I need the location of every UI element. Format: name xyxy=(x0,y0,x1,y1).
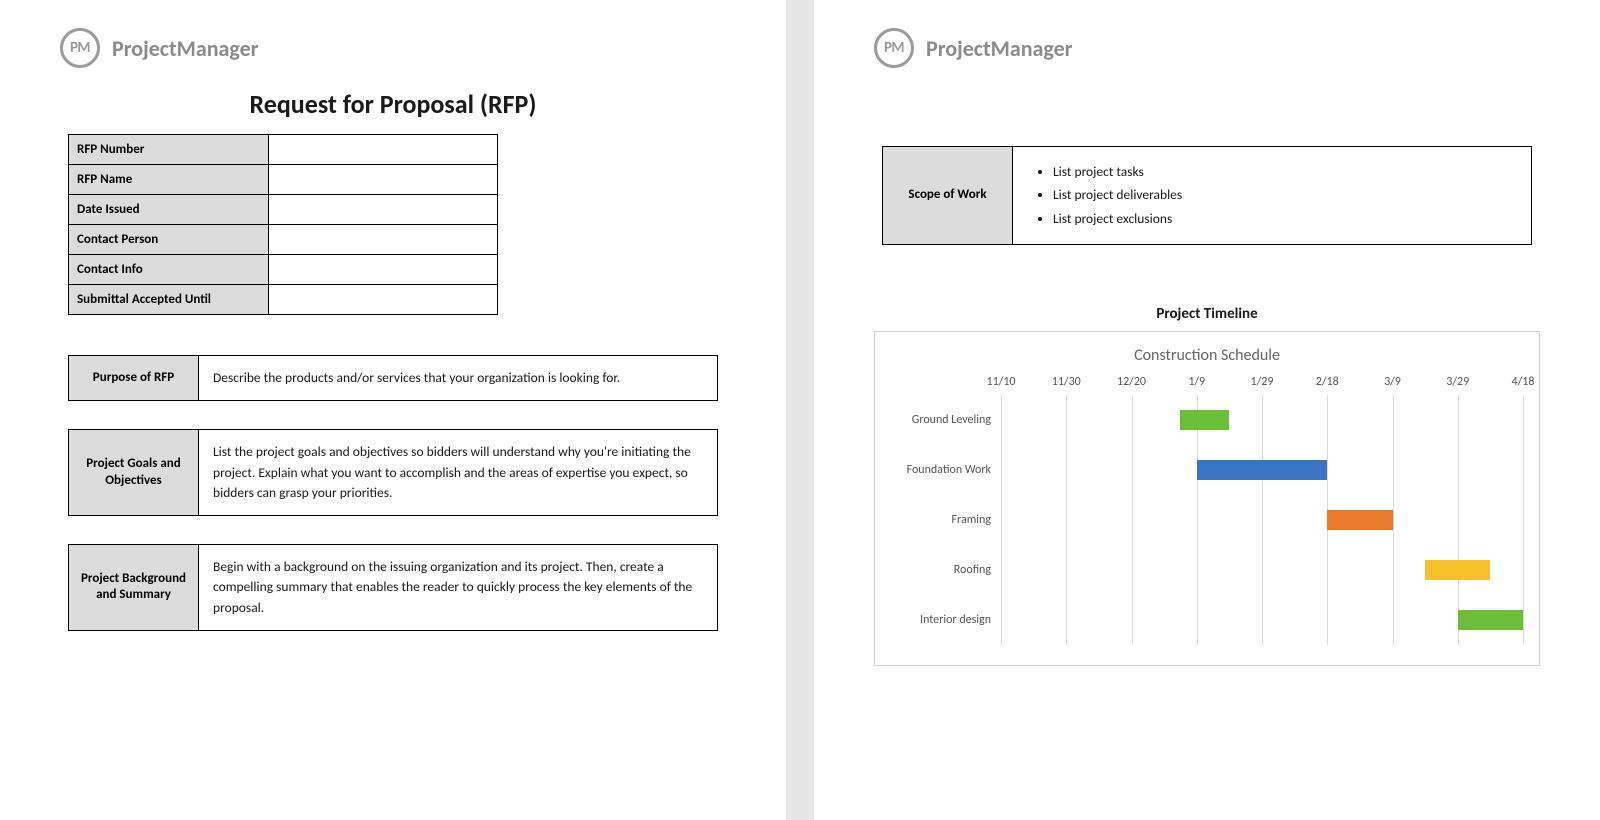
gantt-row-label: Roofing xyxy=(891,563,1001,577)
gantt-row-label: Ground Leveling xyxy=(891,413,1001,427)
gantt-bar xyxy=(1425,560,1490,580)
form-row: Submittal Accepted Until xyxy=(69,285,498,315)
scope-label: Scope of Work xyxy=(883,147,1013,244)
form-row: RFP Name xyxy=(69,165,498,195)
form-row-value[interactable] xyxy=(269,285,498,315)
scope-of-work-block: Scope of Work List project tasksList pro… xyxy=(882,146,1532,245)
form-row-label: RFP Number xyxy=(69,135,269,165)
gridline xyxy=(1523,395,1524,645)
scope-item: List project exclusions xyxy=(1053,209,1517,229)
gantt-row: Foundation Work xyxy=(891,445,1523,495)
rfp-form-table: RFP NumberRFP NameDate IssuedContact Per… xyxy=(68,134,498,315)
x-tick: 3/29 xyxy=(1446,375,1469,389)
page-1: PM ProjectManager Request for Proposal (… xyxy=(0,0,786,820)
brand-logo-icon: PM xyxy=(874,28,914,68)
gantt-chart-title: Construction Schedule xyxy=(891,346,1523,365)
form-row: Contact Info xyxy=(69,255,498,285)
description-body: Describe the products and/or services th… xyxy=(199,356,717,400)
brand-logo-icon: PM xyxy=(60,28,100,68)
gantt-bar xyxy=(1458,610,1523,630)
brand-name: ProjectManager xyxy=(926,35,1072,62)
scope-body: List project tasks List project deliverab… xyxy=(1013,147,1531,244)
x-tick: 11/10 xyxy=(987,375,1016,389)
x-tick: 4/18 xyxy=(1512,375,1535,389)
description-block: Purpose of RFPDescribe the products and/… xyxy=(68,355,718,401)
form-row-label: Date Issued xyxy=(69,195,269,225)
gantt-area: 11/1011/3012/201/91/292/183/93/294/18 Gr… xyxy=(891,373,1523,645)
gantt-row-plot xyxy=(1001,395,1523,445)
gantt-row-plot xyxy=(1001,495,1523,545)
scope-item: List project tasks xyxy=(1053,162,1517,182)
gantt-row-label: Foundation Work xyxy=(891,463,1001,477)
form-row-label: Contact Info xyxy=(69,255,269,285)
description-label: Project Background and Summary xyxy=(69,545,199,630)
form-row-label: Contact Person xyxy=(69,225,269,255)
gantt-x-axis: 11/1011/3012/201/91/292/183/93/294/18 xyxy=(1001,373,1523,395)
page-2: PM ProjectManager Scope of Work List pro… xyxy=(814,0,1600,820)
gantt-row-plot xyxy=(1001,445,1523,495)
brand-name: ProjectManager xyxy=(112,35,258,62)
description-block: Project Goals and ObjectivesList the pro… xyxy=(68,429,718,516)
form-row-value[interactable] xyxy=(269,195,498,225)
gantt-bar xyxy=(1180,410,1229,430)
gantt-row: Framing xyxy=(891,495,1523,545)
description-body: List the project goals and objectives so… xyxy=(199,430,717,515)
form-row: Date Issued xyxy=(69,195,498,225)
x-tick: 11/30 xyxy=(1052,375,1081,389)
timeline-section: Project Timeline Construction Schedule 1… xyxy=(874,305,1540,666)
page-title: Request for Proposal (RFP) xyxy=(60,88,726,120)
description-block: Project Background and SummaryBegin with… xyxy=(68,544,718,631)
scope-item: List project deliverables xyxy=(1053,185,1517,205)
x-tick: 3/9 xyxy=(1384,375,1401,389)
x-tick: 1/9 xyxy=(1188,375,1205,389)
form-row-value[interactable] xyxy=(269,165,498,195)
gantt-row: Ground Leveling xyxy=(891,395,1523,445)
x-tick: 1/29 xyxy=(1251,375,1274,389)
gantt-bar xyxy=(1197,460,1328,480)
gantt-row: Interior design xyxy=(891,595,1523,645)
description-body: Begin with a background on the issuing o… xyxy=(199,545,717,630)
gantt-row-label: Interior design xyxy=(891,613,1001,627)
gantt-row-label: Framing xyxy=(891,513,1001,527)
form-row-value[interactable] xyxy=(269,135,498,165)
gantt-row-plot xyxy=(1001,595,1523,645)
timeline-section-title: Project Timeline xyxy=(874,305,1540,323)
brand-header: PM ProjectManager xyxy=(60,28,726,68)
gantt-row-plot xyxy=(1001,545,1523,595)
form-row: RFP Number xyxy=(69,135,498,165)
brand-header: PM ProjectManager xyxy=(874,28,1540,68)
description-label: Project Goals and Objectives xyxy=(69,430,199,515)
form-row-label: Submittal Accepted Until xyxy=(69,285,269,315)
description-label: Purpose of RFP xyxy=(69,356,199,400)
form-row-value[interactable] xyxy=(269,225,498,255)
form-row-label: RFP Name xyxy=(69,165,269,195)
x-tick: 12/20 xyxy=(1117,375,1146,389)
form-row-value[interactable] xyxy=(269,255,498,285)
x-tick: 2/18 xyxy=(1316,375,1339,389)
gantt-body: Ground Leveling Foundation Work Framing Roo… xyxy=(891,395,1523,645)
gantt-bar xyxy=(1327,510,1392,530)
gantt-row: Roofing xyxy=(891,545,1523,595)
form-row: Contact Person xyxy=(69,225,498,255)
gantt-chart: Construction Schedule 11/10 11/30 12/20 1/9… xyxy=(874,331,1540,666)
